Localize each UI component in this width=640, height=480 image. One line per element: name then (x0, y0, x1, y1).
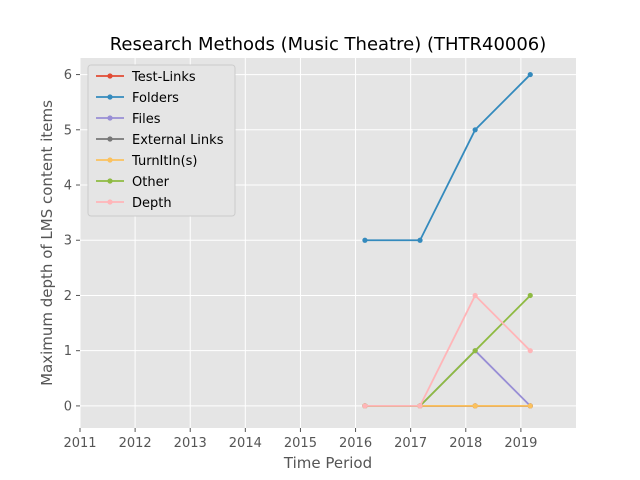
y-tick-label: 4 (64, 179, 72, 194)
x-tick-label: 2017 (394, 436, 427, 451)
data-point (417, 403, 423, 409)
y-tick-label: 1 (64, 344, 72, 359)
series-layer (362, 71, 533, 409)
legend-item: Other (96, 175, 170, 190)
series-line (364, 73, 531, 242)
series-depth (362, 292, 533, 409)
data-point (472, 292, 478, 299)
y-tick-label: 3 (64, 234, 72, 249)
x-tick-label: 2014 (229, 436, 262, 451)
legend: Test-Links Folders Files External Links Turn… (87, 64, 236, 217)
x-tick-label: 2011 (63, 436, 96, 451)
legend-swatch-marker (107, 94, 113, 100)
y-tick-label: 2 (64, 289, 72, 304)
data-point (527, 348, 533, 354)
y-axis-ticks: 0 1 2 3 4 5 6 (64, 68, 80, 414)
legend-item: External Links (96, 133, 224, 148)
y-tick-label: 0 (64, 399, 72, 414)
x-tick-label: 2019 (504, 436, 537, 451)
legend-swatch-marker (107, 136, 113, 142)
chart-title: Research Methods (Music Theatre) (THTR40… (110, 34, 547, 55)
legend-item: TurnItIn(s) (96, 154, 197, 169)
legend-label: External Links (132, 133, 224, 148)
data-point (472, 348, 478, 354)
x-tick-label: 2018 (449, 436, 482, 451)
legend-item: Folders (96, 91, 179, 106)
data-point (417, 237, 423, 243)
data-point (362, 403, 368, 409)
legend-label: Other (132, 175, 170, 190)
legend-label: Depth (132, 196, 172, 211)
legend-swatch-marker (107, 115, 113, 121)
y-axis-label: Maximum depth of LMS content items (38, 100, 56, 386)
data-point (527, 71, 533, 78)
legend-swatch-marker (107, 178, 113, 184)
x-tick-label: 2016 (339, 436, 372, 451)
data-point (472, 127, 478, 133)
x-tick-label: 2015 (284, 436, 317, 451)
legend-swatch-marker (107, 157, 113, 163)
legend-label: Files (132, 112, 161, 127)
x-axis-ticks: 2011 2012 2013 2014 2015 2016 2017 2018 2019 (63, 428, 537, 451)
legend-box (87, 64, 236, 217)
data-point (527, 403, 533, 409)
y-tick-label: 6 (64, 68, 72, 83)
legend-item: Files (96, 112, 161, 127)
x-tick-label: 2012 (119, 436, 152, 451)
legend-swatch-marker (107, 199, 113, 205)
legend-label: TurnItIn(s) (131, 154, 197, 169)
legend-swatch-marker (107, 73, 113, 79)
data-point (527, 292, 533, 299)
y-tick-label: 5 (64, 123, 72, 138)
legend-item: Depth (96, 196, 172, 211)
data-point (362, 237, 368, 243)
data-point (472, 403, 478, 409)
x-axis-label: Time Period (283, 454, 372, 472)
series-folders (362, 71, 533, 243)
legend-item: Test-Links (96, 70, 196, 85)
legend-label: Test-Links (131, 70, 196, 85)
legend-label: Folders (132, 91, 179, 106)
x-tick-label: 2013 (174, 436, 207, 451)
series-line (364, 294, 531, 407)
